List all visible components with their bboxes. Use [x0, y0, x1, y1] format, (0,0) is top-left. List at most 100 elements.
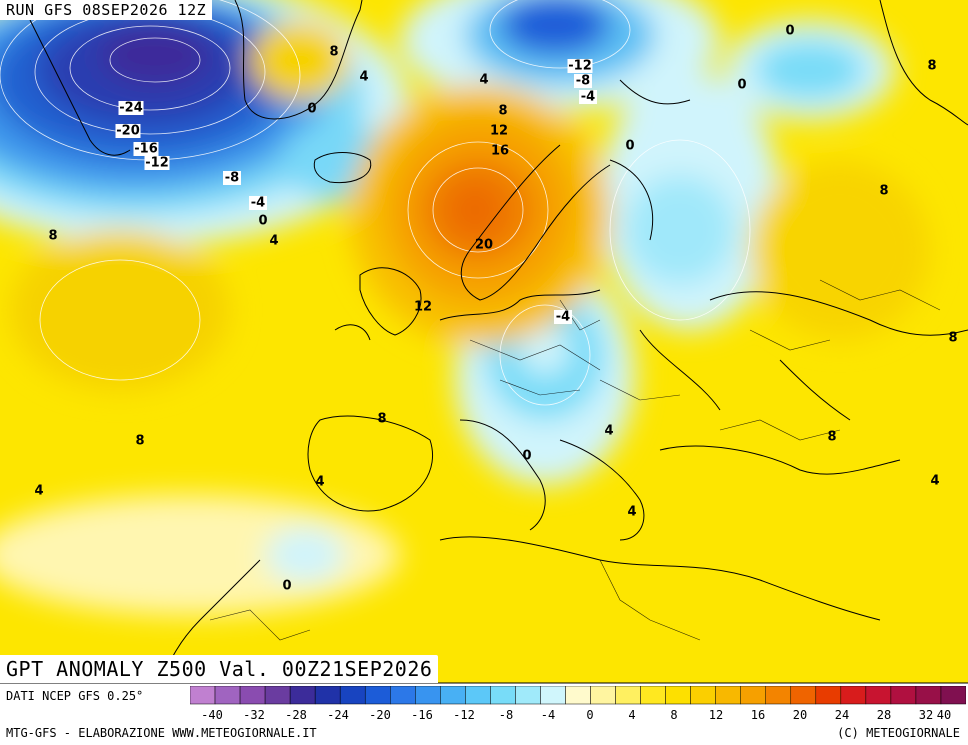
legend-swatch: [715, 686, 741, 705]
legend-swatch: [239, 686, 266, 705]
contour-label-bg: [554, 310, 572, 324]
contour-label: 20: [475, 238, 493, 253]
contour-label: -4: [581, 90, 595, 105]
legend-swatch: [665, 686, 691, 705]
contour-label: 8: [948, 331, 957, 346]
contour-label: 0: [785, 24, 794, 39]
legend-swatch: [415, 686, 441, 705]
coastlines: [29, 0, 968, 683]
run-title: RUN GFS 08SEP2026 12Z: [0, 0, 213, 20]
contour-label: 12: [490, 124, 508, 139]
legend-swatch: [390, 686, 416, 705]
contour-labels: -24-20-16-12-8-40484048121620-12-8-40008…: [34, 24, 957, 594]
legend-swatch: [615, 686, 641, 705]
contour-label: 8: [135, 434, 144, 449]
legend-swatch: [590, 686, 616, 705]
legend-swatch: [865, 686, 892, 705]
legend-tick-label: -12: [453, 708, 475, 722]
legend-tick-label: -40: [201, 708, 223, 722]
legend-tick-label: 28: [876, 708, 892, 722]
contour-label: 0: [625, 139, 634, 154]
legend-swatch: [465, 686, 491, 705]
contour-label: 4: [627, 505, 636, 520]
contour-label: 0: [737, 78, 746, 93]
contour-label: 0: [307, 102, 316, 117]
contour-label: 4: [269, 234, 278, 249]
contour-label: -4: [556, 310, 570, 325]
field-title: GPT ANOMALY Z500 Val. 00Z21SEP2026: [0, 655, 439, 683]
borders: [209, 279, 941, 641]
contour-label-bg: [144, 156, 170, 170]
contour-label: 4: [359, 70, 368, 85]
legend-swatch: [540, 686, 566, 705]
contour-label-bg: [118, 101, 144, 115]
legend-tick-label: 0: [586, 708, 594, 722]
legend-swatch: [765, 686, 792, 705]
contour-label: 16: [491, 144, 509, 159]
copyright-line: (C) METEOGIORNALE: [837, 726, 960, 740]
legend-swatch: [690, 686, 716, 705]
contour-label: -12: [145, 156, 169, 171]
legend-tick-label: 8: [670, 708, 678, 722]
contour-label-bg: [579, 90, 597, 104]
legend-swatch: [515, 686, 541, 705]
legend-swatch: [339, 686, 366, 705]
legend-swatch: [740, 686, 766, 705]
legend-swatch: [915, 686, 942, 705]
legend-tick-label: 20: [792, 708, 808, 722]
contour-label: 8: [827, 430, 836, 445]
contour-label-bg: [115, 124, 141, 138]
legend-tick-label: 4: [628, 708, 636, 722]
legend-swatch: [790, 686, 817, 705]
contour-label: 8: [48, 229, 57, 244]
legend-swatch: [440, 686, 466, 705]
contour-label: 8: [329, 45, 338, 60]
contour-label: 0: [258, 214, 267, 229]
legend-tick-label: 40: [936, 708, 952, 722]
contour-label: -12: [568, 59, 592, 74]
contour-label: -16: [134, 142, 158, 157]
contour-label-bg: [574, 74, 592, 88]
legend-tick-label: 32: [918, 708, 934, 722]
contour-label-bg: [567, 59, 593, 73]
legend-tick-label: 24: [834, 708, 850, 722]
color-legend: [190, 686, 966, 705]
contour-label: -8: [576, 74, 590, 89]
legend-swatch: [890, 686, 917, 705]
legend-swatch: [289, 686, 316, 705]
contour-label: 8: [879, 184, 888, 199]
contour-label: 4: [315, 475, 324, 490]
contour-label: 4: [930, 474, 939, 489]
contour-label: 4: [479, 73, 488, 88]
legend-swatch: [815, 686, 842, 705]
legend-tick-label: 16: [750, 708, 766, 722]
legend-swatch: [214, 686, 241, 705]
legend-tick-label: -32: [243, 708, 265, 722]
contour-label: 12: [414, 300, 432, 315]
contour-label: 8: [377, 412, 386, 427]
contour-label: 0: [282, 579, 291, 594]
legend-tick-label: -28: [285, 708, 307, 722]
legend-swatch: [364, 686, 391, 705]
legend-swatch: [264, 686, 291, 705]
contour-label: 4: [604, 424, 613, 439]
contour-label: 0: [522, 449, 531, 464]
contour-label: -4: [251, 196, 265, 211]
contour-label: 8: [498, 104, 507, 119]
legend-swatch: [565, 686, 591, 705]
legend-tick-label: -24: [327, 708, 349, 722]
legend-tick-label: -16: [411, 708, 433, 722]
legend-swatch: [640, 686, 666, 705]
legend-swatch: [490, 686, 516, 705]
legend-tick-label: -8: [498, 708, 514, 722]
legend-swatch: [940, 686, 966, 705]
legend-swatch: [314, 686, 341, 705]
anomaly-field: -24-20-16-12-8-40484048121620-12-8-40008…: [0, 0, 968, 683]
contour-label: -24: [119, 101, 143, 116]
data-source: DATI NCEP GFS 0.25°: [6, 689, 144, 703]
legend-swatch: [840, 686, 867, 705]
legend-tick-label: 12: [708, 708, 724, 722]
contour-label-bg: [133, 142, 159, 156]
